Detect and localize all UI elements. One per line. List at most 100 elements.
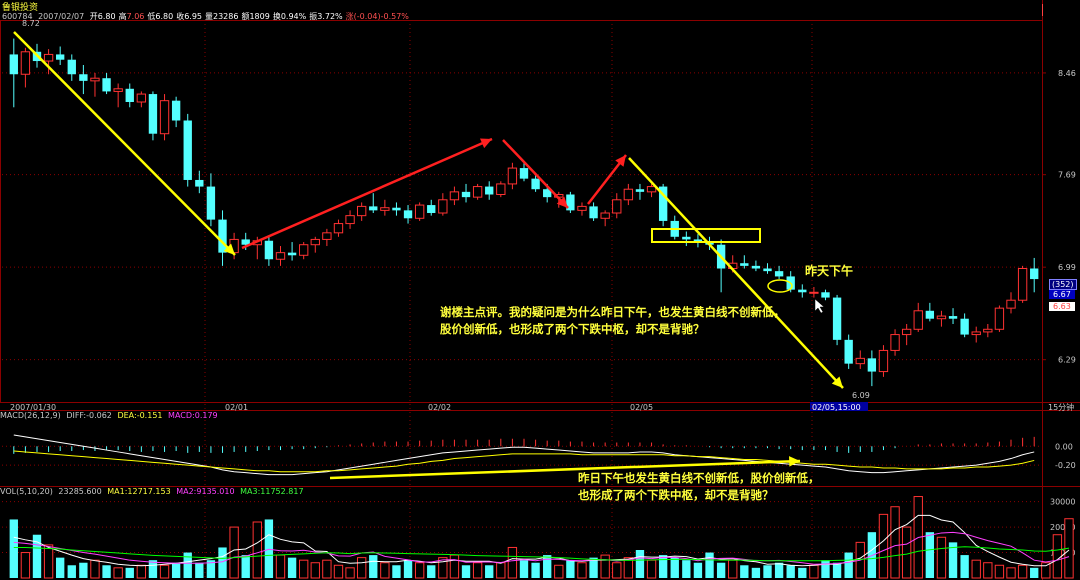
volume-bar [90, 559, 100, 579]
volume-bar [751, 567, 761, 578]
candle-body [763, 268, 772, 272]
candle-body [867, 358, 877, 372]
volume-bar [485, 565, 494, 578]
macd-label: MACD: [168, 411, 195, 420]
candle-body [438, 199, 448, 214]
vol-title: VOL(5,10,20) [0, 487, 53, 496]
candle-body [218, 219, 227, 253]
vol-header: VOL(5,10,20) 23285.600 MA1:12717.153 MA2… [0, 487, 307, 496]
volume-bar [183, 552, 192, 578]
candle-body [507, 167, 518, 185]
volume-bar [229, 526, 239, 579]
volume-bar [125, 567, 134, 578]
candle-body [427, 205, 436, 213]
volume-bar [1041, 562, 1051, 579]
down-arrow-3-head [831, 376, 843, 388]
main-annotation-line1: 谢楼主点评。我的疑问是为什么昨日下午，也发生黄白线不创新低， [440, 305, 785, 319]
candle-body [90, 77, 100, 82]
candle-body [159, 100, 170, 135]
candle-body [913, 310, 923, 330]
candle-body [136, 93, 147, 103]
x-tick-label: 02/05,15:00 [812, 403, 861, 412]
up-arrow-1-head [480, 138, 492, 149]
low-price-marker: 6.09 [852, 391, 870, 400]
bar-date: 2007/02/07 [38, 12, 85, 21]
volume-bar [356, 557, 367, 579]
price-box-blue: 6.67 [1049, 290, 1075, 299]
macd-value: 0.179 [194, 411, 218, 420]
candle-body [890, 334, 900, 351]
volume-bar [322, 559, 332, 579]
volume-bar [960, 555, 969, 578]
period-label[interactable]: 15分钟 [1048, 403, 1075, 412]
candle-body [299, 244, 309, 256]
candle-body [113, 88, 123, 92]
candle-body [832, 297, 842, 340]
candle-body [310, 238, 320, 246]
price-tick-label: 7.69 [1058, 171, 1076, 180]
current-time-highlight [810, 402, 868, 411]
volume-bar [299, 559, 309, 579]
volume-bar [241, 555, 250, 578]
volume-bar [798, 567, 807, 578]
vol-ma1-line [13, 514, 1070, 567]
bar-count-box: (352) [1049, 279, 1077, 290]
x-tick-label: 2007/01/30 [10, 403, 56, 412]
candle-body [844, 339, 853, 364]
volume-bar [9, 519, 18, 578]
volume-bar [566, 560, 575, 578]
down-arrow-1-head [223, 243, 235, 255]
volume-bar [531, 562, 540, 578]
candle-body [635, 189, 645, 192]
candle-body [183, 120, 192, 180]
header-item-value: 7.06 [126, 12, 145, 21]
candle-body [612, 199, 622, 214]
mouse-cursor-icon [814, 298, 825, 314]
macd-tick-label: -0.20 [1055, 461, 1076, 470]
vol-tick-label: 20000 [1050, 523, 1075, 532]
dea-label: DEA: [117, 411, 137, 420]
volume-bar [774, 562, 784, 578]
header-item-3: 收6.95 [176, 12, 202, 21]
price-tick-label: 6.29 [1058, 356, 1076, 365]
header-item-7: 振3.72% [309, 12, 342, 21]
volume-bar [136, 564, 147, 579]
volume-bar [438, 557, 448, 579]
candle-body [496, 183, 506, 196]
price-tick-label: 6.99 [1058, 263, 1076, 272]
diff-value: -0.062 [86, 411, 112, 420]
volume-bar [1052, 534, 1063, 579]
x-tick-label: 02/02 [428, 403, 451, 412]
candle-body [20, 51, 31, 75]
dea-line [13, 450, 1035, 473]
volume-bar [1006, 567, 1016, 579]
candle-body [855, 357, 865, 365]
volume-bar [821, 560, 830, 578]
volume-bar [600, 554, 610, 579]
header-item-5: 额1809 [241, 12, 269, 21]
header-item-value: 6.80 [97, 12, 116, 21]
macd-annotation: 昨日下午也发生黄白线不创新低，股价创新低， 也形成了两个下跌中枢，却不是背驰？ [578, 470, 820, 504]
volume-bar [740, 565, 749, 578]
header-item-label: 量 [205, 12, 213, 21]
up-arrow-2-head [615, 155, 626, 167]
candle-body [600, 212, 610, 219]
volume-bar [786, 565, 795, 578]
down-arrow-2-head [556, 196, 568, 208]
volume-bar [159, 564, 170, 579]
main-annotation-line2: 股价创新低，也形成了两个下跌中枢，却不是背驰？ [440, 322, 705, 336]
volume-bar [252, 521, 262, 579]
pivot-zone-box [651, 228, 761, 243]
candle-body [333, 223, 344, 234]
macd-header: MACD(26,12,9) DIFF:-0.062 DEA:-0.151 MAC… [0, 411, 221, 420]
volume-bar [519, 560, 529, 578]
volume-bar [275, 554, 286, 579]
ma2-value: 9135.010 [196, 487, 235, 496]
volume-bar [728, 559, 738, 579]
price-box-red: 6.63 [1049, 302, 1075, 311]
stock-name: 鲁银投资 [2, 3, 39, 13]
header-item-label: 收 [176, 12, 185, 21]
header-item-value: 23286 [213, 12, 239, 21]
